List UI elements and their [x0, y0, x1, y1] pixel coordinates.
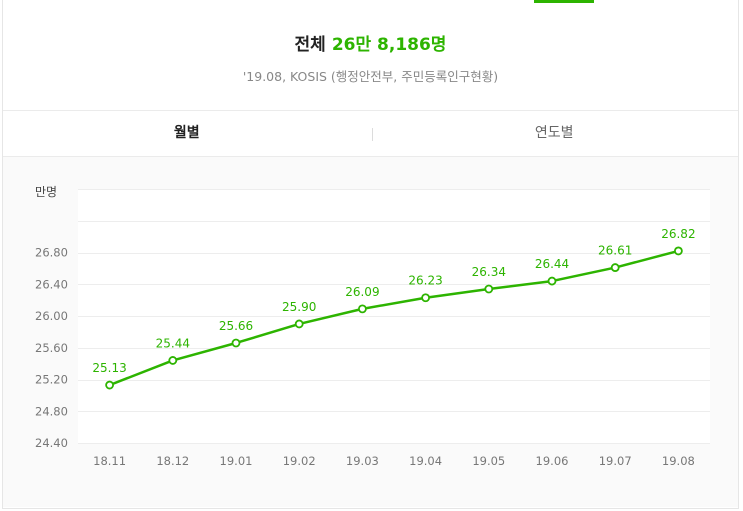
- x-tick-label: 19.02: [283, 454, 316, 468]
- y-tick-label: 25.20: [35, 373, 68, 387]
- data-point: [357, 304, 367, 314]
- x-tick-label: 19.08: [662, 454, 695, 468]
- x-tick-label: 19.01: [220, 454, 253, 468]
- y-tick-label: 25.60: [35, 341, 68, 355]
- period-tabs: 월별 연도별: [3, 110, 738, 157]
- data-point: [294, 319, 304, 329]
- data-label: 25.90: [282, 300, 316, 314]
- x-tick-label: 19.05: [472, 454, 505, 468]
- data-label: 25.66: [219, 319, 253, 333]
- data-label: 26.61: [598, 244, 632, 258]
- population-line-chart: 만명 24.40 24.80 25.20 25.60 26.00 26.40 26.80 1…: [35, 185, 710, 468]
- data-source: '19.08, KOSIS (행정안전부, 주민등록인구현황): [242, 69, 499, 84]
- tab-yearly[interactable]: 연도별: [534, 125, 574, 141]
- y-tick-label: 26.00: [35, 309, 68, 323]
- x-tick-label: 19.07: [599, 454, 632, 468]
- data-label: 26.44: [535, 257, 569, 271]
- data-label: 26.82: [661, 227, 695, 241]
- data-label: 25.13: [92, 361, 126, 375]
- x-tick-label: 18.11: [93, 454, 126, 468]
- x-tick-label: 19.03: [346, 454, 379, 468]
- series-line: [109, 249, 679, 387]
- tab-divider: [372, 128, 373, 141]
- data-point: [168, 356, 178, 365]
- total-value: 26만 8,186명: [331, 35, 447, 55]
- data-point: [231, 338, 241, 348]
- x-tick-label: 19.04: [409, 454, 442, 468]
- y-tick-label: 26.80: [35, 246, 68, 260]
- total-label: 전체: [294, 35, 326, 55]
- data-label: 25.44: [156, 336, 190, 350]
- data-point: [610, 263, 620, 272]
- total-population: 전체 26만 8,186명: [3, 30, 738, 55]
- data-label: 26.23: [408, 274, 442, 288]
- top-accent-bar: [534, 0, 594, 3]
- x-tick-label: 18.12: [156, 454, 189, 468]
- data-point: [674, 246, 683, 256]
- summary-header: 전체 26만 8,186명 '19.08, KOSIS (행정안전부, 주민등록인…: [3, 0, 738, 110]
- tab-monthly[interactable]: 월별: [173, 125, 200, 141]
- chart-area: 만명 24.40 24.80 25.20 25.60 26.00 26.40 26.80 1…: [3, 157, 738, 507]
- x-tick-label: 19.06: [536, 454, 569, 468]
- data-point: [421, 293, 431, 303]
- data-label: 26.34: [472, 265, 506, 279]
- data-point: [105, 380, 114, 390]
- y-tick-label: 24.80: [35, 404, 68, 418]
- y-tick-label: 24.40: [35, 436, 68, 450]
- data-label: 26.09: [345, 285, 379, 299]
- y-unit-label: 만명: [35, 185, 57, 199]
- data-point: [484, 284, 494, 294]
- y-tick-label: 26.40: [35, 277, 68, 291]
- data-point: [547, 276, 557, 286]
